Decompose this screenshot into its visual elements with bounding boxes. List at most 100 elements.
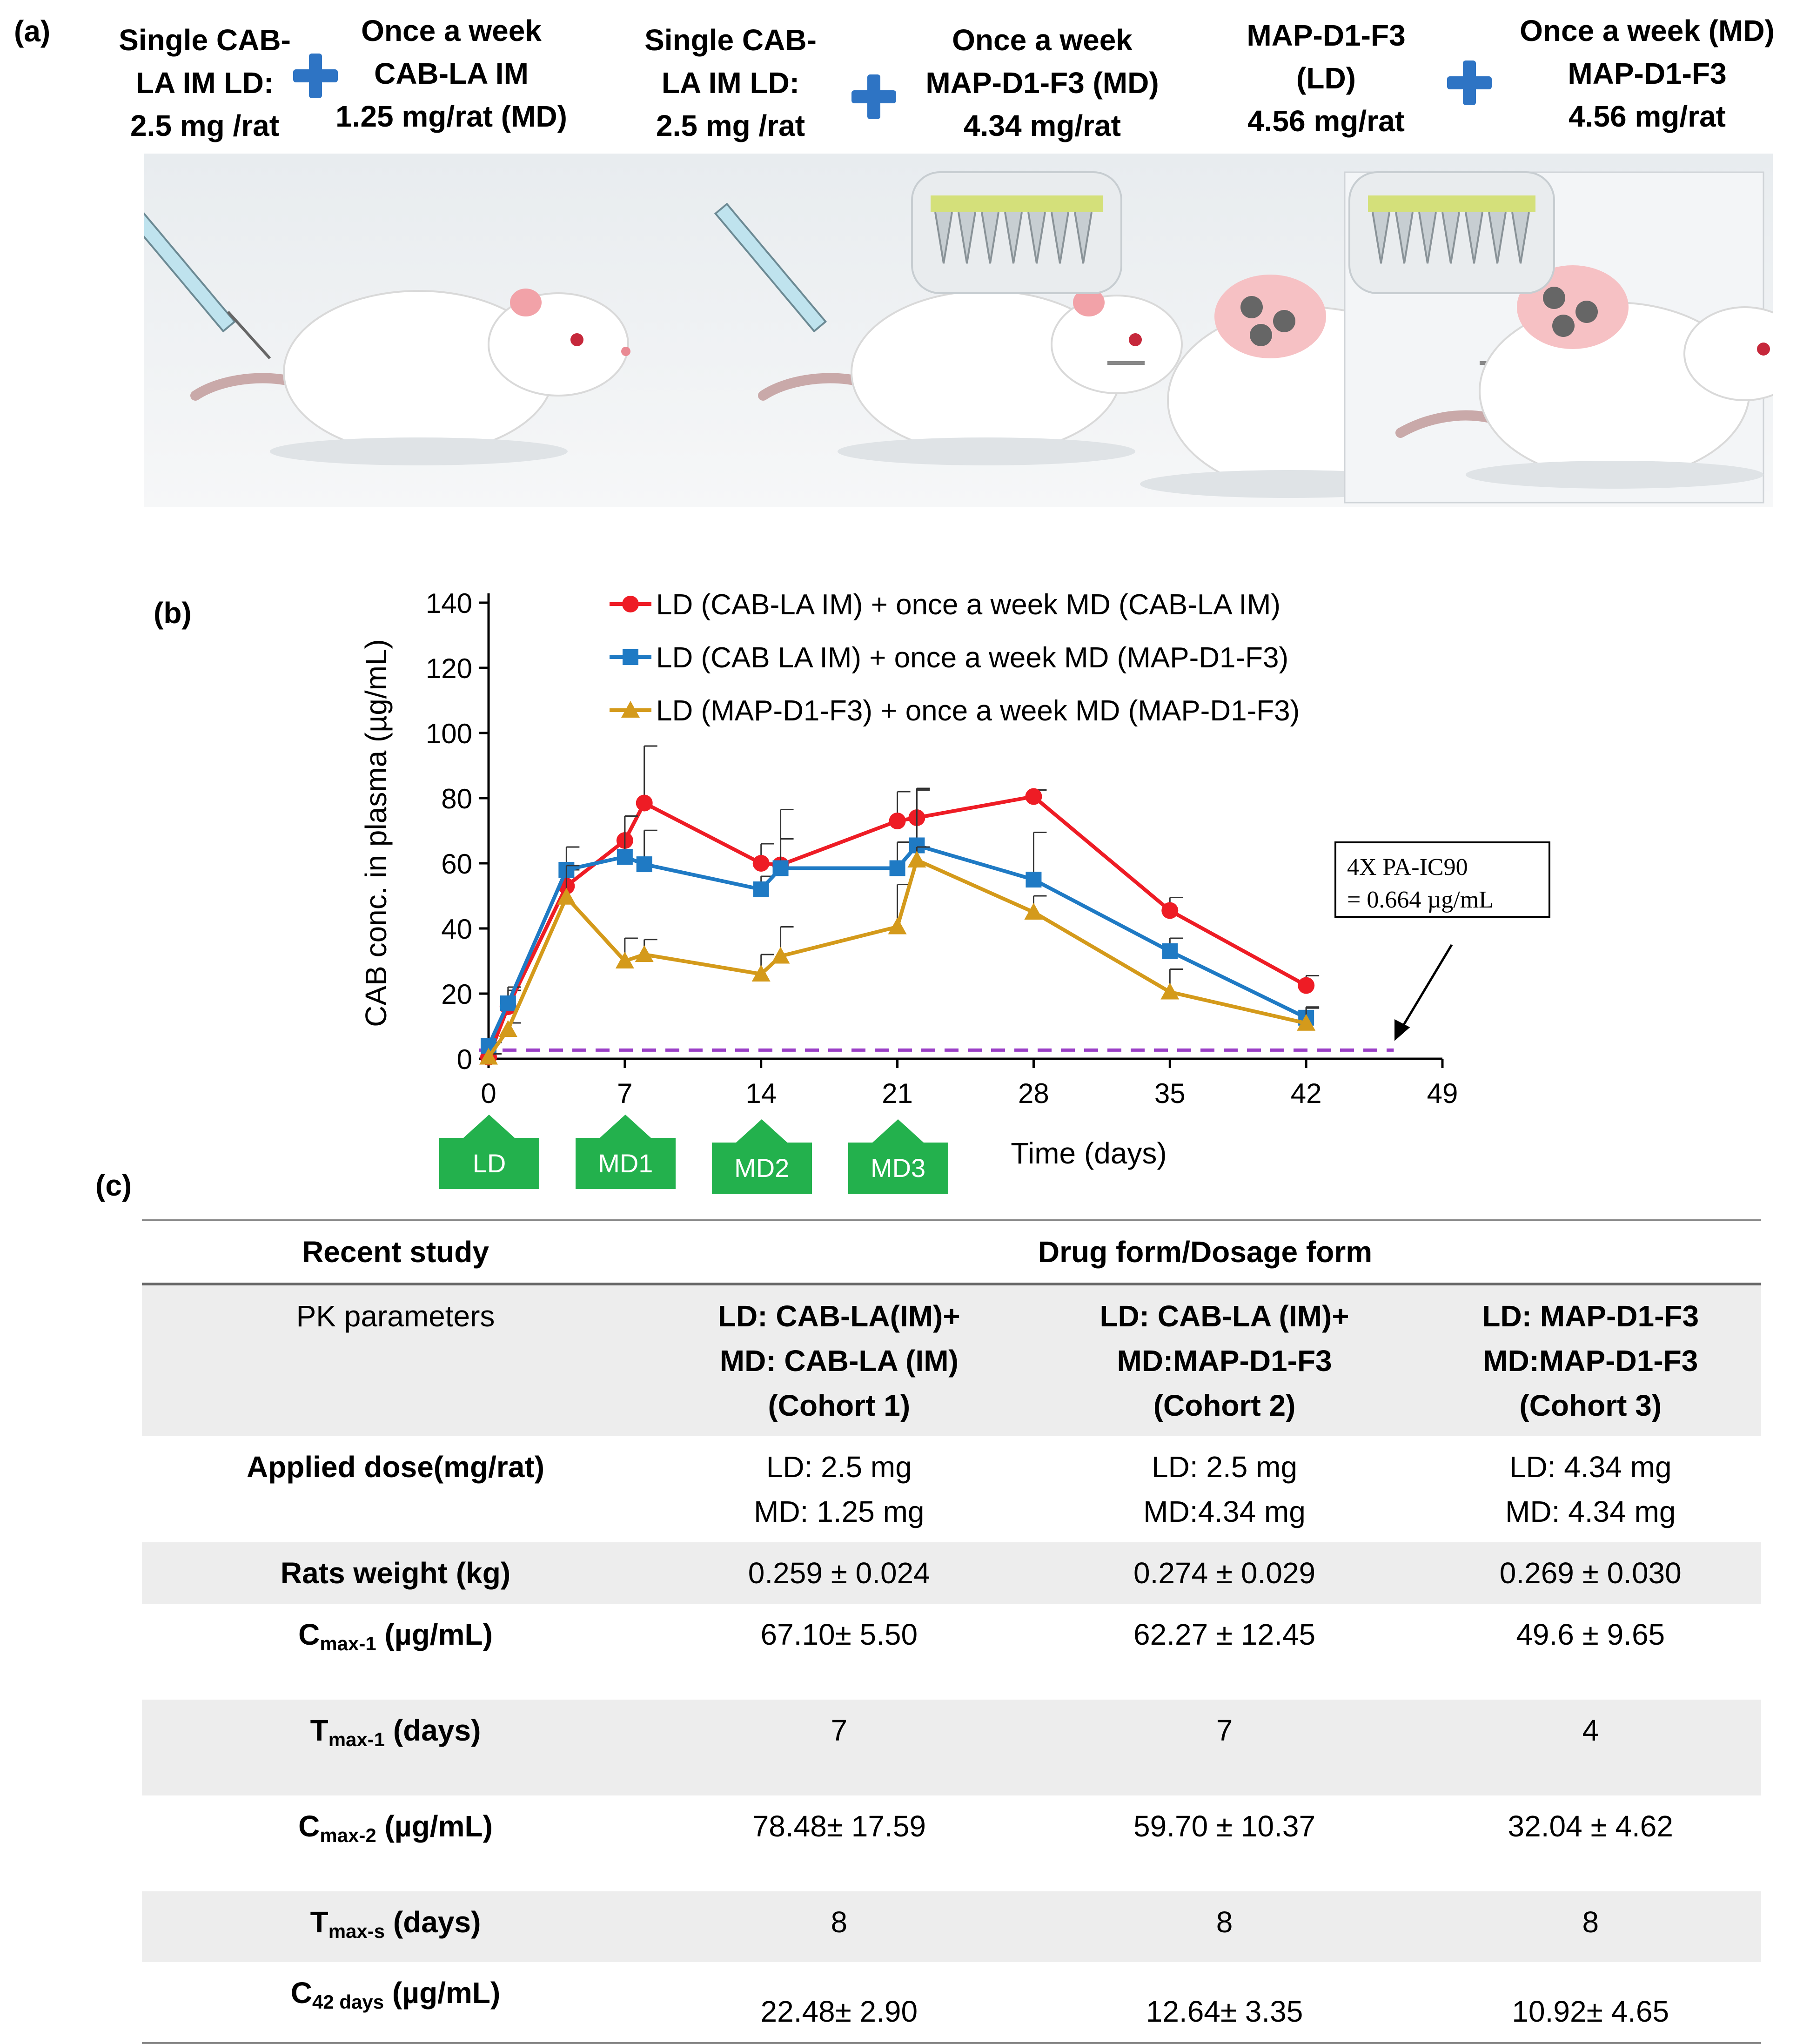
- y-axis-label: CAB conc. in plasma (µg/mL): [359, 639, 393, 1027]
- pk-parameter-name: Tmax-s (days): [142, 1891, 649, 1962]
- cohort-2-value: 7: [1029, 1700, 1420, 1795]
- data-point: [498, 1020, 517, 1037]
- table-row: C42 days (µg/mL) 22.48± 2.90 12.64± 3.35 10…: [142, 1962, 1761, 2043]
- data-point: [1026, 872, 1042, 888]
- panel-label-c: (c): [95, 1169, 132, 1202]
- panel-label-b: (b): [154, 596, 192, 630]
- panel-label-a: (a): [14, 14, 51, 48]
- cohort-2-value: 8: [1029, 1891, 1420, 1962]
- cohort-3-value: 0.269 ± 0.030: [1420, 1542, 1761, 1604]
- legend-entry: LD (CAB LA IM) + once a week MD (MAP-D1-…: [610, 642, 1288, 674]
- cohort-2-value: 12.64± 3.35: [1146, 1995, 1303, 2028]
- pk-parameters-table: Recent study Drug form/Dosage form PK pa…: [142, 1219, 1761, 2044]
- data-point: [753, 881, 769, 897]
- data-point: [636, 856, 652, 873]
- cohort-1-value: 67.10± 5.50: [760, 1618, 918, 1651]
- cohort-2-value: 59.70 ± 10.37: [1133, 1809, 1316, 1843]
- data-point: [1161, 902, 1179, 919]
- cohort-3-value: 10.92± 4.65: [1512, 1995, 1669, 2028]
- data-point: [621, 701, 640, 718]
- y-tick-label: 140: [426, 588, 472, 619]
- group2-left-text: Single CAB- LA IM LD: 2.5 mg /rat: [644, 23, 817, 142]
- microneedle-patch-icon: [1348, 171, 1555, 294]
- cohort-1-value: 8: [649, 1891, 1029, 1962]
- cohort-2-value: 62.27 ± 12.45: [1133, 1618, 1316, 1651]
- data-point: [772, 860, 789, 876]
- y-tick-label: 80: [441, 783, 472, 814]
- legend-label: LD (CAB-LA IM) + once a week MD (CAB-LA …: [656, 589, 1280, 621]
- legend-label: LD (MAP-D1-F3) + once a week MD (MAP-D1-…: [656, 695, 1300, 727]
- data-point: [771, 947, 790, 964]
- table-row: Cmax-2 (µg/mL) 78.48± 17.59 59.70 ± 10.37 3…: [142, 1795, 1761, 1891]
- cohort-3-value: 4: [1420, 1700, 1761, 1795]
- table-subheader-row: PK parameters LD: CAB-LA(IM)+ MD: CAB-LA …: [142, 1284, 1761, 1436]
- pk-parameter-name: Cmax-2 (µg/mL): [298, 1809, 493, 1846]
- data-point: [557, 888, 576, 905]
- cohort-1-value: LD: 2.5 mg MD: 1.25 mg: [754, 1450, 925, 1528]
- data-point: [752, 855, 770, 872]
- data-point: [907, 851, 926, 867]
- data-point: [615, 952, 634, 968]
- cohort-3-value: LD: 4.34 mg MD: 4.34 mg: [1505, 1450, 1676, 1528]
- x-tick-label: 49: [1427, 1078, 1458, 1109]
- cohort-2-value: 0.274 ± 0.029: [1029, 1542, 1420, 1604]
- microneedle-patch-icon: [911, 171, 1122, 294]
- table-row: Rats weight (kg) 0.259 ± 0.024 0.274 ± 0.0…: [142, 1542, 1761, 1604]
- cohort-3-value: 8: [1420, 1891, 1761, 1962]
- data-point: [623, 649, 638, 665]
- cohort-1-value: 78.48± 17.59: [752, 1809, 926, 1843]
- y-tick-label: 40: [441, 914, 472, 945]
- cohort-1-value: 22.48± 2.90: [760, 1995, 918, 2028]
- threshold-label-line2: = 0.664 µg/mL: [1347, 887, 1494, 913]
- rat-icon: [190, 289, 630, 465]
- x-tick-label: 21: [882, 1078, 913, 1109]
- pk-parameter-name: Applied dose(mg/rat): [246, 1450, 545, 1484]
- data-point: [888, 917, 907, 935]
- data-point: [1297, 1014, 1316, 1031]
- x-tick-label: 7: [617, 1078, 632, 1109]
- legend-entry: LD (MAP-D1-F3) + once a week MD (MAP-D1-…: [610, 695, 1300, 727]
- data-point: [889, 813, 906, 829]
- y-tick-label: 0: [457, 1044, 472, 1075]
- group1-left-text: Single CAB- LA IM LD: 2.5 mg /rat: [119, 23, 291, 142]
- threshold-label-line1: 4X PA-IC90: [1347, 854, 1468, 881]
- data-point: [1024, 903, 1043, 920]
- data-point: [479, 1048, 498, 1065]
- series-1: [480, 745, 1320, 1066]
- series-line: [487, 794, 1307, 1058]
- series-2: [481, 789, 1320, 1054]
- cohort-1-value: 7: [649, 1700, 1029, 1795]
- table-row: Applied dose(mg/rat) LD: 2.5 mg MD: 1.25 m…: [142, 1436, 1761, 1542]
- table-row: Tmax-1 (days) 7 7 4: [142, 1700, 1761, 1795]
- rat-icon: [1395, 265, 1806, 489]
- x-axis-label: Time (days): [1011, 1136, 1166, 1170]
- table-row: Tmax-s (days) 8 8 8: [142, 1891, 1761, 1962]
- pk-parameter-name: Tmax-1 (days): [142, 1700, 649, 1795]
- data-point: [1025, 788, 1042, 805]
- rat-icon: [758, 289, 1183, 465]
- data-point: [500, 995, 516, 1011]
- group2-right-text: Once a week MAP-D1-F3 (MD) 4.34 mg/rat: [925, 23, 1159, 142]
- y-tick-label: 120: [426, 653, 472, 684]
- data-point: [751, 965, 771, 982]
- x-tick-label: 42: [1291, 1078, 1322, 1109]
- x-tick-label: 14: [745, 1078, 777, 1109]
- pk-line-chart: 0 20 40 60 80 100 120 140 0 7 14 21 28 35 42 49 LD (CAB…: [359, 588, 1550, 1170]
- rat-illustration-strip: [123, 154, 1806, 507]
- data-point: [1160, 982, 1180, 1000]
- cohort-1-header: LD: CAB-LA(IM)+ MD: CAB-LA (IM) (Cohort 1): [649, 1284, 1029, 1436]
- y-tick-label: 100: [426, 718, 472, 749]
- table-row: Cmax-1 (µg/mL) 67.10± 5.50 62.27 ± 12.45 49…: [142, 1604, 1761, 1700]
- series-3: [479, 846, 1320, 1065]
- data-point: [636, 794, 653, 812]
- x-tick-label: 35: [1154, 1078, 1186, 1109]
- pk-parameter-name: C42 days (µg/mL): [290, 1976, 501, 2013]
- x-tick-label: 0: [481, 1078, 496, 1109]
- cohort-1-value: 0.259 ± 0.024: [649, 1542, 1029, 1604]
- threshold-annotation: 4X PA-IC90 = 0.664 µg/mL: [1334, 841, 1550, 1041]
- cohort-3-value: 32.04 ± 4.62: [1508, 1809, 1673, 1843]
- plus-icon: [851, 74, 896, 119]
- pk-parameter-name: Cmax-1 (µg/mL): [298, 1618, 493, 1654]
- data-point: [1162, 943, 1178, 959]
- series-line: [487, 857, 1307, 1058]
